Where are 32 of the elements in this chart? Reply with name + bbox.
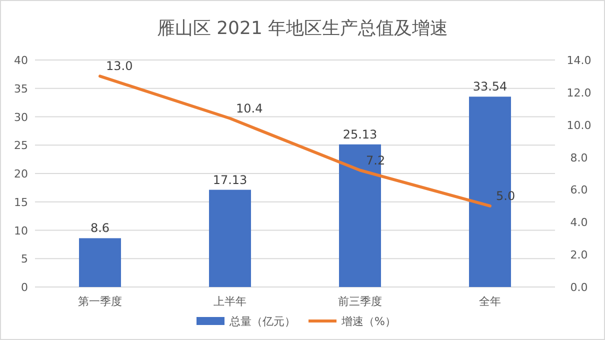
y2-tick-label: 0.0: [570, 281, 588, 294]
y-tick-label: 25: [14, 139, 28, 152]
y2-tick-label: 2.0: [570, 248, 588, 262]
y2-tick-label: 14.0: [566, 54, 592, 67]
data-label: 13.0: [106, 59, 133, 74]
y-tick-label: 15: [14, 196, 28, 209]
y2-tick-label: 8.0: [570, 151, 588, 164]
legend-label: 总量（亿元）: [228, 315, 296, 328]
y-tick-label: 10: [14, 224, 28, 238]
data-label: 8.6: [90, 221, 110, 236]
y-tick-label: 30: [14, 110, 28, 124]
y2-tick-label: 10.0: [566, 118, 592, 132]
legend-label: 增速（%）: [340, 315, 396, 328]
data-label: 33.54: [472, 80, 508, 94]
bar: [209, 190, 251, 287]
y-tick-label: 5: [21, 252, 28, 266]
y2-tick-label: 12.0: [566, 86, 592, 100]
y-tick-label: 40: [14, 54, 28, 67]
y-tick-label: 0: [21, 281, 28, 294]
chart-title: 雁山区 2021 年地区生产总值及增速: [156, 18, 448, 39]
data-label: 10.4: [236, 101, 263, 116]
x-tick-label: 上半年: [214, 295, 246, 308]
x-tick-label: 前三季度: [338, 295, 382, 308]
bar: [79, 238, 121, 287]
x-tick-label: 全年: [479, 295, 501, 308]
y2-tick-label: 6.0: [570, 184, 588, 197]
y-tick-label: 20: [14, 168, 28, 180]
data-label: 25.13: [342, 127, 378, 142]
data-label: 17.13: [212, 172, 248, 187]
y-tick-label: 35: [14, 82, 28, 96]
y2-tick-label: 4.0: [570, 216, 588, 230]
x-tick-label: 第一季度: [78, 295, 122, 308]
